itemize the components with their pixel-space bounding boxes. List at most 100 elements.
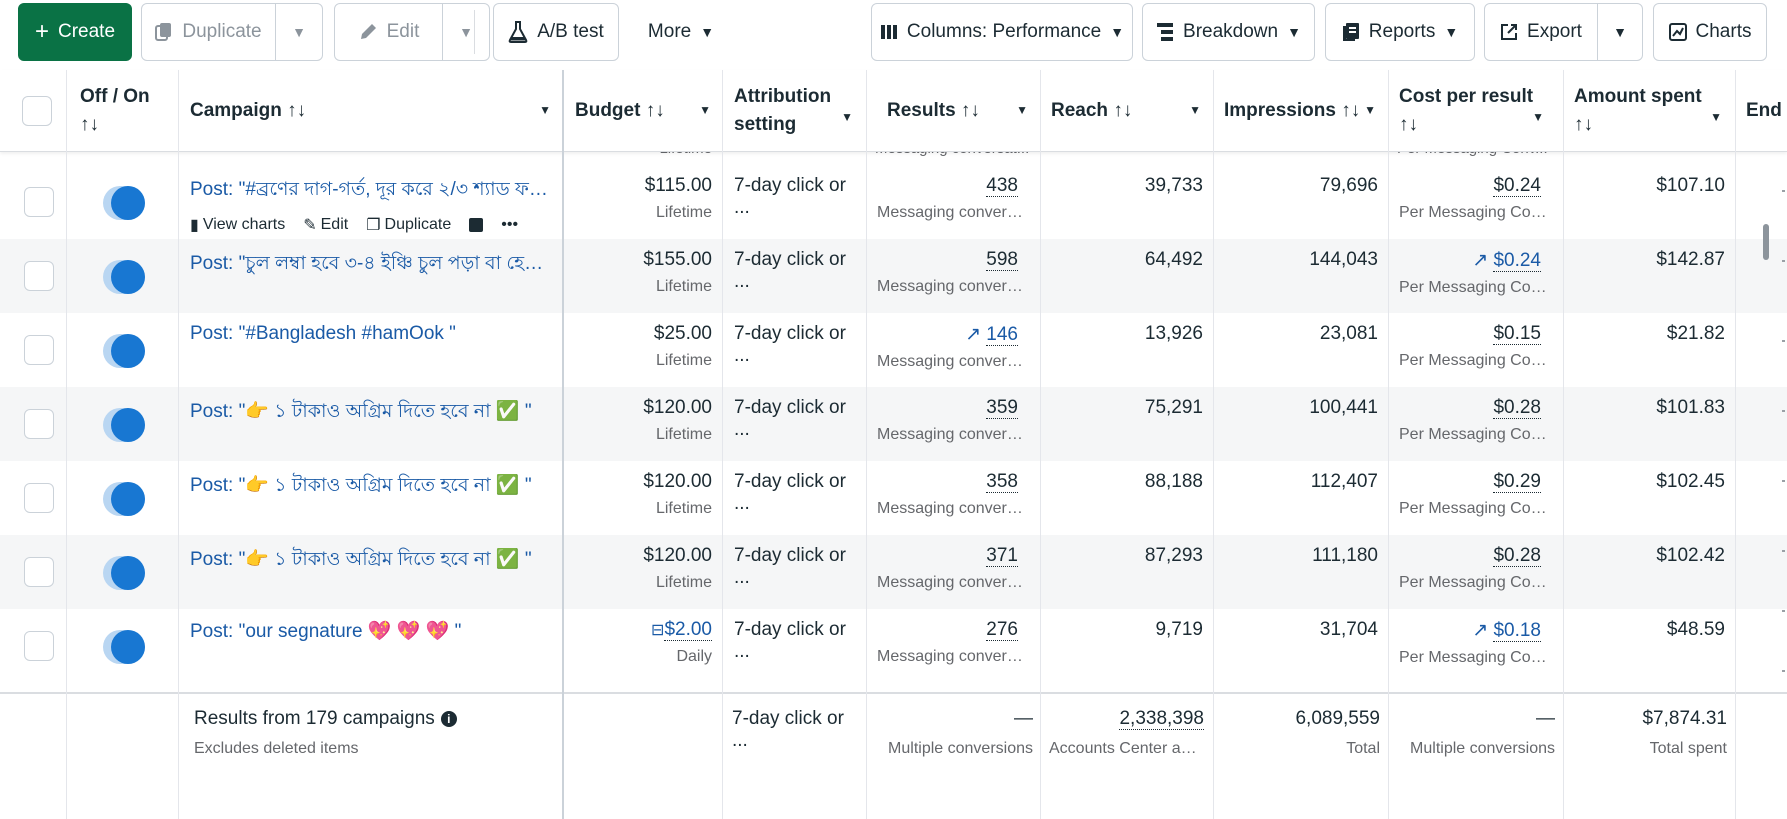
campaign-name-link[interactable]: Post: "👉 ১ টাকাও অগ্রিম দিতে হবে না ✅ " (190, 475, 532, 496)
column-header-impressions[interactable]: Impressions ↑↓ ▼ (1224, 100, 1376, 121)
duplicate-link[interactable]: ❐ Duplicate (366, 216, 452, 234)
duplicate-dropdown-button[interactable]: ▼ (275, 3, 323, 61)
column-header-results[interactable]: Results ↑↓ ▼ (887, 100, 1028, 121)
edit-link[interactable]: ✎ Edit (303, 216, 349, 234)
column-header-ends[interactable]: End (1746, 100, 1782, 121)
results-value[interactable]: 598 (986, 249, 1018, 271)
columns-button[interactable]: Columns: Performance ▼ (871, 3, 1133, 61)
cost-per-result-value[interactable]: $0.28 (1493, 545, 1541, 567)
results-value[interactable]: 146 (986, 324, 1018, 346)
caret-down-icon[interactable]: ▼ (699, 103, 711, 117)
breakdown-button[interactable]: Breakdown ▼ (1142, 3, 1315, 61)
vertical-scrollbar[interactable] (1763, 224, 1769, 260)
budget-value[interactable]: $2.00 (664, 619, 712, 641)
caret-down-icon[interactable]: ▼ (1016, 103, 1028, 117)
cost-per-result-value[interactable]: $0.28 (1493, 397, 1541, 419)
budget-value[interactable]: $25.00 (653, 323, 712, 344)
table-row[interactable]: Post: "👉 ১ টাকাও অগ্রিম দিতে হবে না ✅ " $… (0, 535, 1787, 609)
campaign-name-link[interactable]: Post: "চুল লম্বা হবে ৩-৪ ইঞ্চি চুল পড়া … (190, 253, 552, 274)
select-all-checkbox[interactable] (22, 96, 52, 126)
results-type: Messaging conversat... (877, 353, 1030, 370)
table-row[interactable]: Post: "our segnature 💖 💖 💖 " ⊟$2.00 Daily 7… (0, 609, 1787, 683)
cost-per-result-value[interactable]: $0.24 (1493, 250, 1541, 272)
budget-value[interactable]: $115.00 (644, 175, 712, 196)
results-value[interactable]: 359 (986, 397, 1018, 419)
caret-down-icon[interactable]: ▼ (841, 110, 853, 124)
sort-icon[interactable]: ↑↓ (960, 100, 980, 121)
sort-icon[interactable]: ↑↓ (1574, 114, 1593, 135)
export-button[interactable]: Export (1484, 3, 1598, 61)
cost-per-result-value[interactable]: $0.18 (1493, 620, 1541, 642)
column-header-cost-per-result[interactable]: Cost per result ↑↓ ▼ (1389, 70, 1556, 152)
info-icon[interactable]: i (440, 711, 457, 727)
pin-icon[interactable] (469, 218, 484, 232)
summary-reach[interactable]: 2,338,398 (1119, 708, 1204, 730)
summary-spent: $7,874.31 (1642, 708, 1727, 729)
summary-row: Results from 179 campaigns i Excludes de… (0, 692, 1787, 819)
caret-down-icon[interactable]: ▼ (1710, 110, 1722, 124)
table-row[interactable]: Post: "#ব্রণের দাগ-গর্ত, দূর করে ২/৩ শ্য… (0, 165, 1787, 239)
campaign-toggle[interactable] (103, 260, 145, 294)
campaign-toggle[interactable] (103, 186, 145, 220)
sort-icon[interactable]: ↑↓ (287, 100, 307, 121)
caret-down-icon[interactable]: ▼ (539, 103, 551, 117)
campaign-name-link[interactable]: Post: "👉 ১ টাকাও অগ্রিম দিতে হবে না ✅ " (190, 549, 532, 570)
more-actions-button[interactable]: ••• (501, 216, 519, 233)
edit-button[interactable]: Edit (334, 3, 443, 61)
sort-icon[interactable]: ↑↓ (1341, 100, 1361, 121)
caret-down-icon[interactable]: ▼ (1532, 110, 1544, 124)
campaign-name-link[interactable]: Post: "#ব্রণের দাগ-গর্ত, দূর করে ২/৩ শ্য… (190, 179, 552, 200)
ab-test-button[interactable]: A/B test (493, 3, 619, 61)
cost-per-result-value[interactable]: $0.15 (1493, 323, 1541, 345)
column-header-attribution[interactable]: Attribution setting ▼ (734, 86, 853, 135)
row-checkbox[interactable] (24, 335, 54, 365)
budget-value[interactable]: $120.00 (643, 471, 712, 492)
campaign-name-link[interactable]: Post: "our segnature 💖 💖 💖 " (190, 621, 462, 642)
results-value[interactable]: 438 (986, 175, 1018, 197)
budget-value[interactable]: $155.00 (643, 249, 712, 270)
edit-dropdown-button[interactable]: ▼ (442, 3, 490, 61)
table-row[interactable]: Post: "#Bangladesh #hamOok " $25.00 Lifeti… (0, 313, 1787, 387)
campaign-toggle[interactable] (103, 482, 145, 516)
view-charts-link[interactable]: ▮ View charts (190, 216, 286, 234)
budget-value[interactable]: $120.00 (643, 545, 712, 566)
campaign-toggle[interactable] (103, 408, 145, 442)
sort-icon[interactable]: ↑↓ (80, 114, 99, 135)
duplicate-button[interactable]: Duplicate (141, 3, 276, 61)
row-checkbox[interactable] (24, 409, 54, 439)
row-checkbox[interactable] (24, 483, 54, 513)
column-header-budget[interactable]: Budget ↑↓ ▼ (575, 100, 711, 121)
charts-button[interactable]: Charts (1653, 3, 1767, 61)
column-header-reach[interactable]: Reach ↑↓ ▼ (1051, 100, 1201, 121)
table-row[interactable]: Post: "👉 ১ টাকাও অগ্রিম দিতে হবে না ✅ " $… (0, 461, 1787, 535)
campaign-name-link[interactable]: Post: "#Bangladesh #hamOok " (190, 323, 456, 344)
results-value[interactable]: 276 (986, 619, 1018, 641)
export-dropdown-button[interactable]: ▼ (1597, 3, 1643, 61)
row-checkbox[interactable] (24, 187, 54, 217)
sort-icon[interactable]: ↑↓ (1399, 114, 1418, 135)
create-button[interactable]: + Create (18, 3, 132, 61)
table-row[interactable]: Post: "চুল লম্বা হবে ৩-৪ ইঞ্চি চুল পড়া … (0, 239, 1787, 313)
campaign-toggle[interactable] (103, 334, 145, 368)
caret-down-icon[interactable]: ▼ (1364, 103, 1376, 117)
cost-per-result-value[interactable]: $0.24 (1493, 175, 1541, 197)
row-checkbox[interactable] (24, 557, 54, 587)
column-header-off-on[interactable]: Off / On ↑↓ (70, 70, 178, 152)
caret-down-icon[interactable]: ▼ (1189, 103, 1201, 117)
column-header-amount-spent[interactable]: Amount spent ↑↓ ▼ (1564, 70, 1734, 152)
budget-value[interactable]: $120.00 (643, 397, 712, 418)
column-header-campaign[interactable]: Campaign ↑↓ ▼ (190, 100, 551, 121)
cost-per-result-value[interactable]: $0.29 (1493, 471, 1541, 493)
campaign-toggle[interactable] (103, 630, 145, 664)
campaign-toggle[interactable] (103, 556, 145, 590)
more-button[interactable]: More ▼ (636, 3, 726, 61)
campaign-name-link[interactable]: Post: "👉 ১ টাকাও অগ্রিম দিতে হবে না ✅ " (190, 401, 532, 422)
row-checkbox[interactable] (24, 631, 54, 661)
results-value[interactable]: 371 (986, 545, 1018, 567)
row-checkbox[interactable] (24, 261, 54, 291)
table-row[interactable]: Post: "👉 ১ টাকাও অগ্রিম দিতে হবে না ✅ " $… (0, 387, 1787, 461)
results-value[interactable]: 358 (986, 471, 1018, 493)
reports-button[interactable]: Reports ▼ (1325, 3, 1475, 61)
sort-icon[interactable]: ↑↓ (645, 100, 665, 121)
sort-icon[interactable]: ↑↓ (1113, 100, 1133, 121)
